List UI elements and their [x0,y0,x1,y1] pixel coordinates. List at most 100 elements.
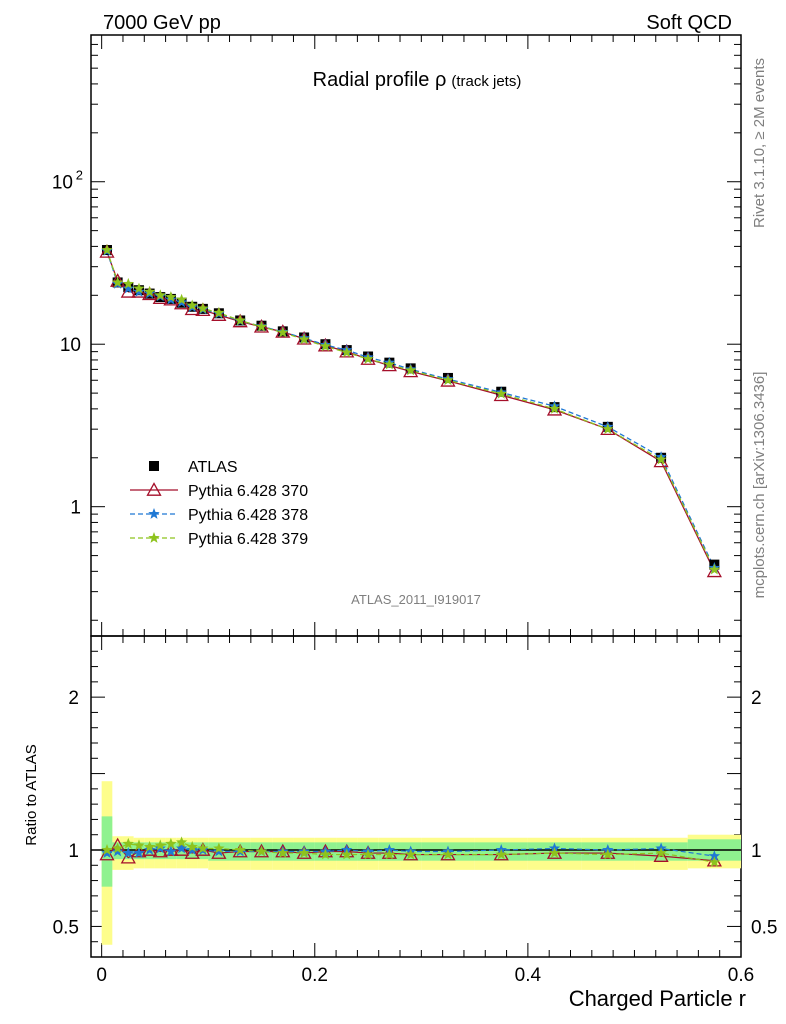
data-point [152,290,168,305]
ratio-point [165,837,177,849]
data-point [362,353,374,364]
data-point [143,285,156,297]
data-point [197,302,209,314]
ratio-point [708,850,721,861]
data-point [213,306,225,318]
ratio-point [360,845,376,859]
data-point [111,276,124,288]
analysis-label: ATLAS_2011_I919017 [351,592,481,607]
legend-marker [146,482,162,496]
ratio-point [442,848,454,860]
data-point [708,563,721,575]
ratio-point [319,848,332,860]
ratio-point [186,840,198,852]
ratio-frame [90,635,742,958]
ratio-point [143,840,156,852]
data-point [154,289,166,301]
data-point [383,358,396,370]
ratio-point [495,848,507,860]
ratio-point [152,843,168,858]
ratio-point [122,847,134,858]
ratio-y-tick-label-right: 0.5 [751,917,777,938]
data-point [173,295,190,310]
data-point [133,285,145,297]
data-point [211,307,227,321]
data-point [298,333,310,345]
ratio-y-tick-label: 0.5 [53,917,79,938]
ratio-line-2 [106,847,715,857]
data-point [101,244,113,255]
data-point [175,293,188,305]
ratio-point [111,842,124,854]
legend-marker [149,461,159,471]
plot-title-main: Radial profile ρ [313,69,447,91]
ratio-point [381,845,397,859]
data-point [706,563,722,578]
ratio-point [600,845,616,859]
ratio-point [133,847,145,858]
data-point [277,326,289,338]
ratio-point [122,837,134,849]
ratio-point [131,843,147,858]
x-tick-label: 0.4 [515,965,542,986]
ratio-point [101,844,113,855]
ratio-point [602,848,614,860]
header-right: Soft QCD [646,12,732,34]
data-point [165,291,177,302]
data-point [255,320,268,332]
plot-title-sub: (track jets) [451,73,521,90]
data-point [234,314,246,326]
mcplots-label: mcplots.cern.ch [arXiv:1306.3436] [751,372,768,599]
legend-label: Pythia 6.428 370 [188,483,308,500]
ratio-y-tick-label: 1 [68,841,79,862]
ratio-point [175,836,188,848]
y-tick-label: 10 [60,335,81,356]
data-point [493,387,509,402]
ratio-point [655,847,667,858]
ratio-point [234,844,246,855]
data-point [195,302,211,317]
data-point [184,301,200,316]
x-tick-label: 0 [96,965,107,986]
ratio-point [298,847,310,858]
ratio-point [548,847,561,858]
ratio-point [163,842,179,856]
legend-marker [148,508,160,519]
ratio-point [184,845,200,859]
ratio-y-tick-label-right: 1 [751,841,762,862]
data-point [653,453,669,468]
data-point [495,387,507,399]
ratio-point [362,848,374,860]
data-point [442,374,454,386]
data-point [133,282,145,294]
data-point [405,364,417,376]
data-point [548,402,561,414]
y-tick-label-exponent: 2 [76,168,83,183]
data-point [655,453,667,465]
y-tick-label: 10 [52,173,73,194]
ratio-point [277,847,289,858]
legend-label: Pythia 6.428 378 [188,507,308,524]
x-axis-label: Charged Particle r [569,986,746,1011]
data-point [381,357,397,372]
data-point [122,282,134,294]
legend: ATLAS Pythia 6.428 370 Pythia 6.428 378 Pyt… [130,459,308,548]
header-left: 7000 GeV pp [103,12,221,34]
ratio-point [341,848,353,860]
ratio-point [653,848,669,862]
data-point [546,401,563,416]
legend-marker [148,532,160,543]
x-tick-label: 0.6 [728,965,754,986]
ratio-y-tick-label-right: 2 [751,688,762,709]
data-point [186,299,198,311]
ratio-point [165,845,177,857]
data-point [341,346,353,358]
data-point [120,284,136,298]
legend-label: ATLAS [188,459,238,476]
data-point [319,340,332,352]
ratio-point [405,848,417,860]
x-tick-label: 0.2 [302,965,328,986]
ratio-point [383,848,396,860]
y-tick-label: 1 [70,498,81,519]
